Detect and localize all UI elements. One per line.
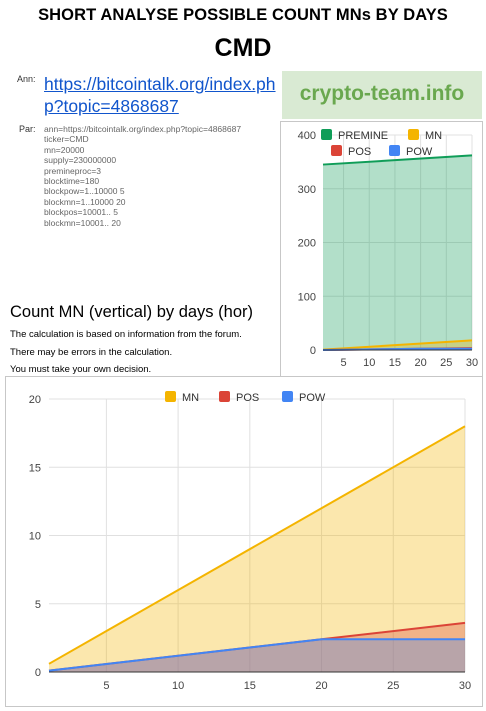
pow-legend-swatch[interactable]	[389, 145, 400, 156]
param-line: blocktime=180	[44, 176, 100, 187]
y-tick-label: 400	[298, 130, 316, 142]
x-tick-label: 15	[244, 680, 256, 692]
mn-legend-swatch[interactable]	[165, 391, 176, 402]
ann-label: Ann:	[17, 74, 36, 84]
premine-legend-swatch[interactable]	[321, 129, 332, 140]
mn-area	[49, 426, 465, 672]
par-label: Par:	[19, 124, 36, 134]
x-tick-label: 20	[315, 680, 327, 692]
x-tick-label: 15	[389, 357, 401, 369]
param-line: ann=https://bitcointalk.org/index.php?to…	[44, 124, 242, 134]
mn-legend-label: MN	[425, 130, 442, 142]
y-tick-label: 100	[298, 291, 316, 303]
param-line: supply=230000000	[44, 155, 117, 166]
mn-series-line	[322, 339, 473, 351]
pos-legend-swatch[interactable]	[219, 391, 230, 402]
y-tick-label: 10	[29, 531, 41, 543]
disclaimer-note: There may be errors in the calculation.	[10, 347, 173, 358]
pow-series-line	[48, 638, 465, 672]
disclaimer-note: You must take your own decision.	[10, 364, 152, 375]
premine-legend-label: PREMINE	[338, 130, 388, 142]
x-tick-label: 25	[440, 357, 452, 369]
pow-legend-label: POW	[406, 146, 433, 158]
param-line: blockmn=1..10000 20	[44, 196, 126, 207]
y-tick-label: 200	[298, 238, 316, 250]
param-line: mn=20000	[44, 144, 85, 155]
pos-legend-label: POS	[236, 392, 259, 404]
premine-area-chart: 0 100 200 300 400 5 10 15 20 25 30 PREMINE MN POS POW	[280, 121, 483, 378]
x-tick-label: 25	[387, 680, 399, 692]
y-tick-label: 300	[298, 184, 316, 196]
announcement-link[interactable]: https://bitcointalk.org/index.php?topic=…	[44, 74, 276, 116]
premine-series-line	[322, 154, 473, 166]
x-tick-label: 10	[172, 680, 184, 692]
param-line: premineproc=3	[44, 165, 101, 176]
pos-legend-swatch[interactable]	[331, 145, 342, 156]
y-tick-label: 0	[310, 345, 316, 357]
report-title: SHORT ANALYSE POSSIBLE COUNT MNs BY DAYS	[38, 6, 448, 24]
y-tick-label: 5	[35, 599, 41, 611]
x-tick-label: 20	[414, 357, 426, 369]
pow-area	[49, 639, 465, 672]
param-line: blockmn=10001.. 20	[44, 217, 121, 228]
y-tick-label: 0	[35, 667, 41, 679]
mn-count-area-chart: 0 5 10 15 20 5 10 15 20 25 30 MN POS POW	[5, 376, 483, 707]
disclaimer-note: The calculation is based on information …	[10, 329, 242, 340]
coin-ticker-title: CMD	[214, 34, 272, 62]
x-tick-label: 30	[466, 357, 478, 369]
mn-legend-swatch[interactable]	[408, 129, 419, 140]
x-tick-label: 5	[340, 357, 346, 369]
premine-area	[323, 155, 472, 350]
brand-name[interactable]: crypto-team.info	[299, 82, 465, 105]
y-tick-label: 15	[29, 462, 41, 474]
brand-banner	[282, 71, 482, 119]
mn-chart-svg: 0 5 10 15 20 5 10 15 20 25 30 MN POS POW	[29, 391, 471, 692]
x-tick-label: 10	[363, 357, 375, 369]
x-tick-label: 30	[459, 680, 471, 692]
x-tick-label: 5	[103, 680, 109, 692]
param-line: blockpos=10001.. 5	[44, 207, 118, 218]
parameters-list: ann=https://bitcointalk.org/index.php?to…	[44, 124, 274, 228]
pow-legend-label: POW	[299, 392, 326, 404]
mn-legend-label: MN	[182, 392, 199, 404]
pos-legend-label: POS	[348, 146, 371, 158]
pow-legend-swatch[interactable]	[282, 391, 293, 402]
chart-subtitle: Count MN (vertical) by days (hor)	[10, 303, 253, 321]
mn-series-line	[48, 425, 466, 665]
param-line: blockpow=1..10000 5	[44, 186, 125, 197]
premine-chart-svg: 0 100 200 300 400 5 10 15 20 25 30 PREMINE MN POS POW	[298, 129, 478, 369]
param-line: ticker=CMD	[44, 134, 89, 145]
y-tick-label: 20	[29, 394, 41, 406]
